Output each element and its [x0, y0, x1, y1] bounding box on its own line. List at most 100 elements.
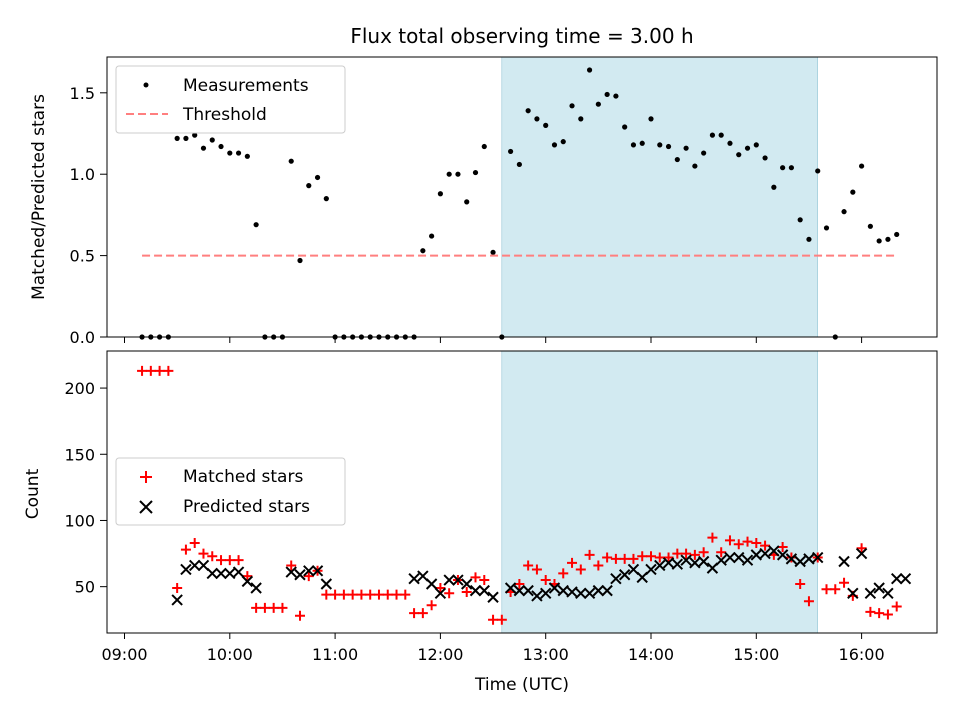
measurement-point [420, 248, 426, 254]
measurement-point [490, 249, 496, 255]
matched-star-point [488, 614, 499, 625]
top-shaded-region [501, 56, 818, 338]
measurement-point [806, 236, 812, 242]
predicted-star-point [733, 551, 745, 564]
measurement-point [235, 150, 242, 156]
x-tick-label: 14:00 [628, 645, 674, 664]
predicted-star-point [741, 554, 754, 566]
measurement-point [859, 163, 865, 169]
predicted-star-point [575, 587, 587, 599]
predicted-star-point [215, 567, 227, 580]
y-tick-label: 0.5 [70, 247, 95, 266]
predicted-star-point [680, 554, 692, 566]
measurement-point [508, 148, 514, 155]
predicted-star-point [285, 566, 297, 578]
y-tick-label: 150 [64, 445, 95, 464]
matched-star-point [733, 539, 744, 550]
matched-star-point [444, 588, 455, 599]
predicted-star-point [583, 587, 596, 599]
matched-star-point [795, 579, 806, 590]
measurement-point [823, 225, 830, 231]
matched-star-point [698, 547, 709, 558]
predicted-star-point [592, 584, 605, 597]
matched-star-point [242, 571, 253, 582]
matched-star-point [882, 609, 893, 620]
matched-star-point [821, 584, 832, 595]
legend-label-predicted: Predicted stars [183, 497, 310, 517]
predicted-star-point [188, 559, 201, 572]
matched-star-point [207, 551, 218, 562]
predicted-star-point [311, 565, 324, 577]
predicted-star-point [890, 573, 903, 585]
matched-star-point [356, 589, 367, 600]
measurement-point [648, 116, 654, 122]
top-legend-box [115, 65, 346, 134]
predicted-star-point [645, 563, 657, 576]
measurement-point [183, 135, 189, 141]
top-y-axis-label: Matched/Predicted stars [29, 94, 49, 300]
measurement-point [481, 143, 487, 150]
top-y-axis: 0.0 0.5 1.0 1.5 [70, 84, 107, 347]
matched-star-point [610, 553, 621, 564]
matched-star-point [479, 575, 490, 586]
predicted-star-point [601, 584, 613, 597]
matched-star-point [707, 532, 718, 543]
predicted-star-point [469, 584, 482, 597]
matched-star-point [216, 555, 227, 566]
matched-star-point [803, 596, 814, 607]
predicted-star-point [610, 573, 622, 585]
matched-star-point [373, 589, 384, 600]
measurement-point [534, 116, 540, 122]
bottom-legend-box [115, 457, 346, 526]
matched-star-point [531, 564, 542, 575]
matched-star-point [154, 365, 165, 376]
measurement-point [894, 231, 900, 238]
matched-star-point [891, 601, 902, 612]
matched-star-point [145, 365, 156, 376]
predicted-star-point [250, 582, 262, 594]
bottom-x-axis: 09:00 10:00 11:00 12:00 13:00 14:00 15:00 16:00 [101, 633, 885, 664]
measurement-point [209, 137, 215, 143]
matched-star-point [593, 560, 604, 571]
matched-star-point [338, 589, 349, 600]
measurement-point [604, 91, 610, 98]
matched-star-point [602, 552, 613, 563]
predicted-star-point [180, 563, 192, 576]
measurement-point [744, 145, 751, 151]
measurement-point [639, 140, 645, 146]
x-tick-label: 16:00 [839, 645, 885, 664]
predicted-star-point [487, 591, 499, 603]
legend-label-threshold: Threshold [182, 105, 267, 125]
measurement-point [771, 184, 777, 190]
measurement-point [429, 233, 435, 239]
measurement-point [244, 153, 250, 159]
matched-star-point [198, 548, 209, 559]
matched-star-point [409, 608, 420, 619]
measurement-point [657, 142, 663, 148]
matched-star-point [654, 552, 665, 563]
matched-star-point [277, 602, 288, 613]
predicted-star-point [566, 586, 578, 598]
matched-star-point [865, 606, 876, 617]
measurement-point [560, 139, 566, 145]
measurement-point [314, 174, 321, 181]
measurement-point [297, 257, 303, 264]
matched-star-point [330, 589, 341, 600]
x-tick-label: 10:00 [207, 645, 253, 664]
predicted-star-point [224, 567, 236, 580]
measurement-point [200, 145, 207, 151]
matched-star-point [646, 551, 656, 562]
predicted-star-point [662, 557, 675, 569]
matched-star-point [180, 544, 191, 555]
predicted-star-point [715, 554, 727, 566]
matched-star-point [172, 582, 183, 593]
predicted-star-point [671, 558, 684, 570]
matched-star-point [224, 555, 235, 566]
predicted-star-point [539, 587, 552, 599]
predicted-star-point [513, 584, 526, 597]
y-tick-label: 200 [64, 379, 95, 398]
measurement-point [218, 143, 224, 150]
predicted-star-point [794, 555, 806, 568]
matched-star-point [251, 602, 262, 613]
y-tick-label: 100 [64, 511, 95, 530]
